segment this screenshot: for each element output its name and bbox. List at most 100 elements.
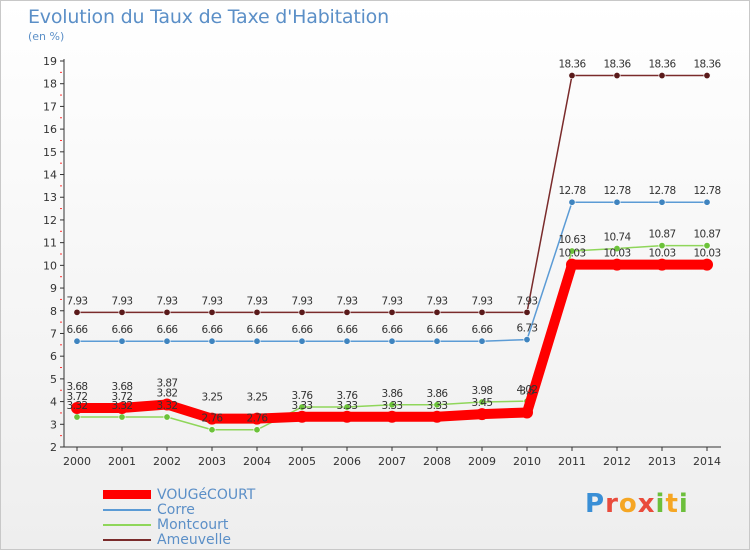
data-point-vougcourt — [161, 398, 173, 411]
data-point-vougcourt — [116, 401, 128, 414]
data-label-vougcourt: 3.82 — [157, 388, 178, 400]
data-point-vougcourt — [521, 406, 533, 419]
x-tick-label: 2014 — [693, 455, 721, 468]
data-point-ameuvelle — [613, 72, 621, 80]
legend-item-corre: Corre — [103, 501, 255, 518]
y-tick-label: 11 — [43, 237, 57, 250]
data-point-corre — [703, 198, 711, 206]
logo-letter: P — [585, 489, 606, 519]
x-tick-label: 2005 — [288, 455, 316, 468]
data-label-corre: 6.66 — [337, 324, 359, 336]
y-tick-label: 18 — [43, 78, 57, 91]
data-label-ameuvelle: 7.93 — [517, 295, 538, 307]
legend-swatch-montcourt — [103, 523, 151, 526]
data-label-ameuvelle: 18.36 — [603, 59, 631, 71]
data-point-corre — [343, 337, 351, 345]
data-label-ameuvelle: 7.93 — [157, 295, 178, 307]
y-tick-label: 2 — [50, 441, 57, 454]
y-tick-label: 8 — [50, 305, 57, 318]
legend-label: Corre — [157, 501, 195, 518]
data-point-vougcourt — [386, 410, 398, 423]
data-label-corre: 6.66 — [202, 324, 224, 336]
data-label-montcourt: 3.32 — [67, 400, 88, 412]
data-point-montcourt — [163, 413, 171, 421]
unit-label: (en %) — [28, 30, 65, 43]
y-tick-label: 12 — [43, 214, 57, 227]
data-label-ameuvelle: 18.36 — [558, 59, 586, 71]
data-label-vougcourt: 10.03 — [693, 248, 720, 260]
data-point-corre — [118, 337, 126, 345]
data-label-montcourt: 3.98 — [472, 385, 493, 397]
data-label-corre: 6.66 — [157, 324, 179, 336]
x-tick-label: 2004 — [243, 455, 271, 468]
data-point-montcourt — [568, 247, 576, 255]
logo-letter: r — [605, 489, 619, 519]
data-label-vougcourt: 3.72 — [112, 391, 133, 403]
data-point-corre — [658, 198, 666, 206]
data-point-corre — [73, 337, 81, 345]
data-point-vougcourt — [566, 258, 578, 271]
y-tick-label: 14 — [43, 169, 57, 182]
data-point-ameuvelle — [298, 308, 306, 316]
data-label-ameuvelle: 18.36 — [693, 59, 721, 71]
data-point-corre — [208, 337, 216, 345]
data-label-montcourt: 3.76 — [292, 390, 314, 402]
y-tick-label: 15 — [43, 146, 57, 159]
data-label-vougcourt: 3.87 — [157, 378, 178, 390]
data-point-vougcourt — [656, 258, 668, 271]
legend-swatch-ameuvelle — [103, 538, 151, 541]
data-point-montcourt — [388, 401, 396, 409]
series-line-corre — [76, 201, 708, 342]
data-point-ameuvelle — [343, 308, 351, 316]
data-point-ameuvelle — [568, 72, 576, 80]
data-label-vougcourt: 3.25 — [247, 392, 268, 404]
data-label-ameuvelle: 7.93 — [247, 295, 268, 307]
legend-label: Ameuvelle — [157, 531, 231, 548]
data-label-corre: 12.78 — [648, 185, 675, 197]
x-tick-label: 2001 — [108, 455, 136, 468]
data-point-corre — [478, 337, 486, 345]
logo-letter: x — [637, 489, 656, 519]
data-point-ameuvelle — [163, 308, 171, 316]
data-point-corre — [523, 336, 531, 344]
data-point-montcourt — [118, 413, 126, 421]
data-point-vougcourt — [71, 401, 83, 414]
x-tick-label: 2011 — [558, 455, 586, 468]
x-tick-label: 2008 — [423, 455, 451, 468]
data-point-corre — [613, 198, 621, 206]
logo-letter: t — [665, 489, 679, 519]
data-point-ameuvelle — [118, 308, 126, 316]
data-label-montcourt: 2.76 — [247, 413, 269, 425]
data-point-montcourt — [658, 242, 666, 250]
data-label-montcourt: 3.32 — [112, 400, 133, 412]
data-point-vougcourt — [251, 412, 263, 425]
data-point-montcourt — [343, 403, 351, 411]
y-tick-label: 4 — [50, 396, 57, 409]
y-tick-label: 6 — [50, 350, 57, 363]
data-point-montcourt — [298, 403, 306, 411]
legend-label: Montcourt — [157, 516, 229, 533]
data-label-corre: 6.66 — [247, 324, 269, 336]
logo-letter: o — [618, 489, 638, 519]
data-label-ameuvelle: 7.93 — [337, 295, 358, 307]
data-label-corre: 6.66 — [472, 324, 494, 336]
data-point-montcourt — [613, 245, 621, 253]
y-tick-label: 13 — [43, 191, 57, 204]
legend-label: VOUGéCOURT — [157, 486, 256, 503]
data-point-montcourt — [73, 413, 81, 421]
data-label-vougcourt: 3.33 — [427, 400, 448, 412]
y-tick-label: 3 — [50, 418, 57, 431]
data-point-ameuvelle — [208, 308, 216, 316]
data-point-montcourt — [253, 426, 261, 434]
data-label-corre: 6.73 — [517, 323, 538, 335]
data-label-vougcourt: 3.68 — [67, 381, 88, 393]
data-point-vougcourt — [701, 258, 713, 271]
x-tick-label: 2006 — [333, 455, 361, 468]
x-tick-label: 2002 — [153, 455, 181, 468]
data-point-corre — [388, 337, 396, 345]
data-point-ameuvelle — [478, 308, 486, 316]
data-point-montcourt — [478, 398, 486, 406]
y-tick-label: 17 — [43, 100, 57, 113]
